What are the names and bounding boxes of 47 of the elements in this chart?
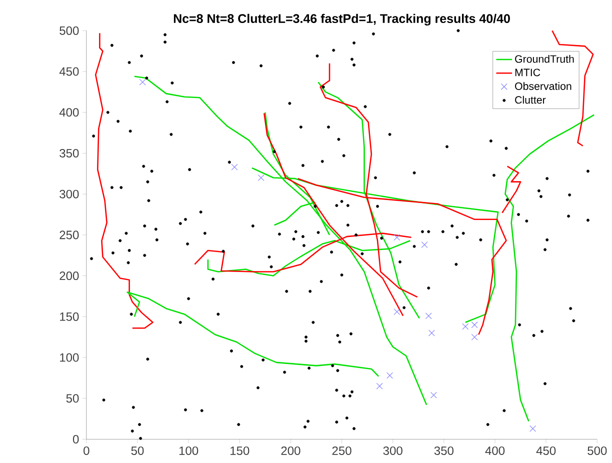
x-tick-label: 250 bbox=[332, 446, 352, 455]
point bbox=[376, 382, 383, 390]
y-tick-label: 150 bbox=[60, 312, 79, 321]
point bbox=[425, 312, 432, 319]
x-tick-label: 150 bbox=[230, 446, 250, 455]
y-tick-label: 300 bbox=[60, 190, 79, 198]
point bbox=[394, 234, 400, 240]
y-tick-label: 200 bbox=[60, 271, 79, 280]
y-tick-label: 400 bbox=[59, 108, 79, 116]
point bbox=[462, 323, 469, 330]
point bbox=[471, 334, 478, 340]
x-tick-label: 100 bbox=[179, 446, 198, 455]
y-tick-label: 0 bbox=[72, 434, 79, 444]
line-series bbox=[504, 114, 595, 422]
line-series bbox=[274, 201, 316, 226]
x-tick-label: 400 bbox=[485, 446, 505, 455]
point bbox=[386, 372, 394, 379]
x-tick-label: 500 bbox=[588, 446, 607, 455]
legend-label: GroundTruth bbox=[515, 54, 574, 63]
x-tick-label: 350 bbox=[434, 446, 454, 455]
x-tick-label: 50 bbox=[131, 446, 144, 455]
line-series bbox=[502, 165, 522, 214]
line-series bbox=[126, 291, 380, 377]
point bbox=[471, 321, 478, 328]
legend-label: Clutter bbox=[515, 96, 546, 104]
y-tick-label: 50 bbox=[66, 394, 79, 402]
x-tick-label: 0 bbox=[84, 446, 90, 455]
y-tick-label: 500 bbox=[60, 26, 79, 35]
point bbox=[231, 164, 238, 170]
y-tick-label: 250 bbox=[60, 230, 79, 240]
line-series bbox=[94, 32, 154, 329]
point bbox=[430, 392, 437, 398]
point bbox=[394, 308, 400, 315]
point bbox=[428, 330, 435, 336]
point bbox=[258, 174, 264, 181]
x-tick-label: 200 bbox=[281, 446, 300, 455]
chart-title: Nc=8 Nt=8 ClutterL=3.46 fastPd=1, Tracking results 40/40 bbox=[174, 14, 510, 26]
y-tick-label: 350 bbox=[60, 148, 79, 158]
legend-label: MTIC bbox=[515, 68, 540, 76]
point bbox=[530, 425, 536, 432]
x-tick-label: 450 bbox=[536, 446, 556, 455]
y-tick-label: 450 bbox=[59, 67, 79, 76]
legend-label: Observation bbox=[515, 82, 572, 90]
y-tick-label: 100 bbox=[60, 353, 79, 362]
point bbox=[139, 78, 146, 86]
point bbox=[421, 241, 428, 248]
x-tick-label: 300 bbox=[383, 446, 402, 455]
